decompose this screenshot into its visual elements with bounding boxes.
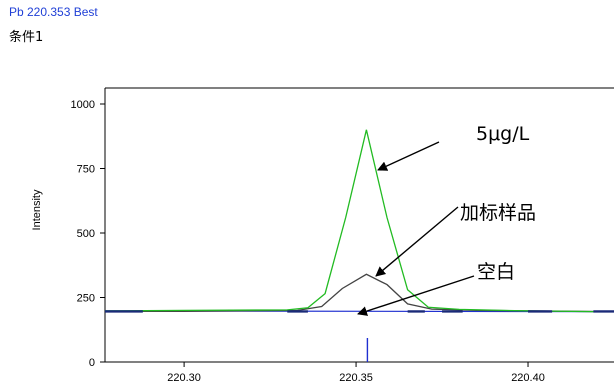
y-tick-label: 250	[77, 293, 95, 305]
y-tick-label: 500	[77, 228, 95, 240]
x-tick-label: 220.35	[339, 372, 373, 384]
annotation-arrow	[375, 206, 459, 277]
annotation-label: 5μg/L	[476, 123, 530, 145]
y-tick-label: 750	[77, 164, 95, 176]
y-axis-label: Intensity	[31, 189, 43, 230]
y-tick-label: 1000	[71, 99, 95, 111]
series-line-standard	[104, 129, 614, 313]
annotation-arrow	[377, 141, 440, 171]
x-tick-label: 220.40	[511, 372, 545, 384]
annotation-arrow	[357, 275, 475, 316]
x-tick-label: 220.30	[167, 372, 201, 384]
method-title: Pb 220.353 Best	[9, 5, 98, 19]
y-tick-label: 0	[89, 357, 95, 369]
series-line-spiked-sample	[105, 273, 614, 313]
annotation-label: 空白	[477, 261, 515, 283]
annotation-label: 加标样品	[460, 202, 536, 224]
condition-label: 条件1	[9, 30, 44, 45]
